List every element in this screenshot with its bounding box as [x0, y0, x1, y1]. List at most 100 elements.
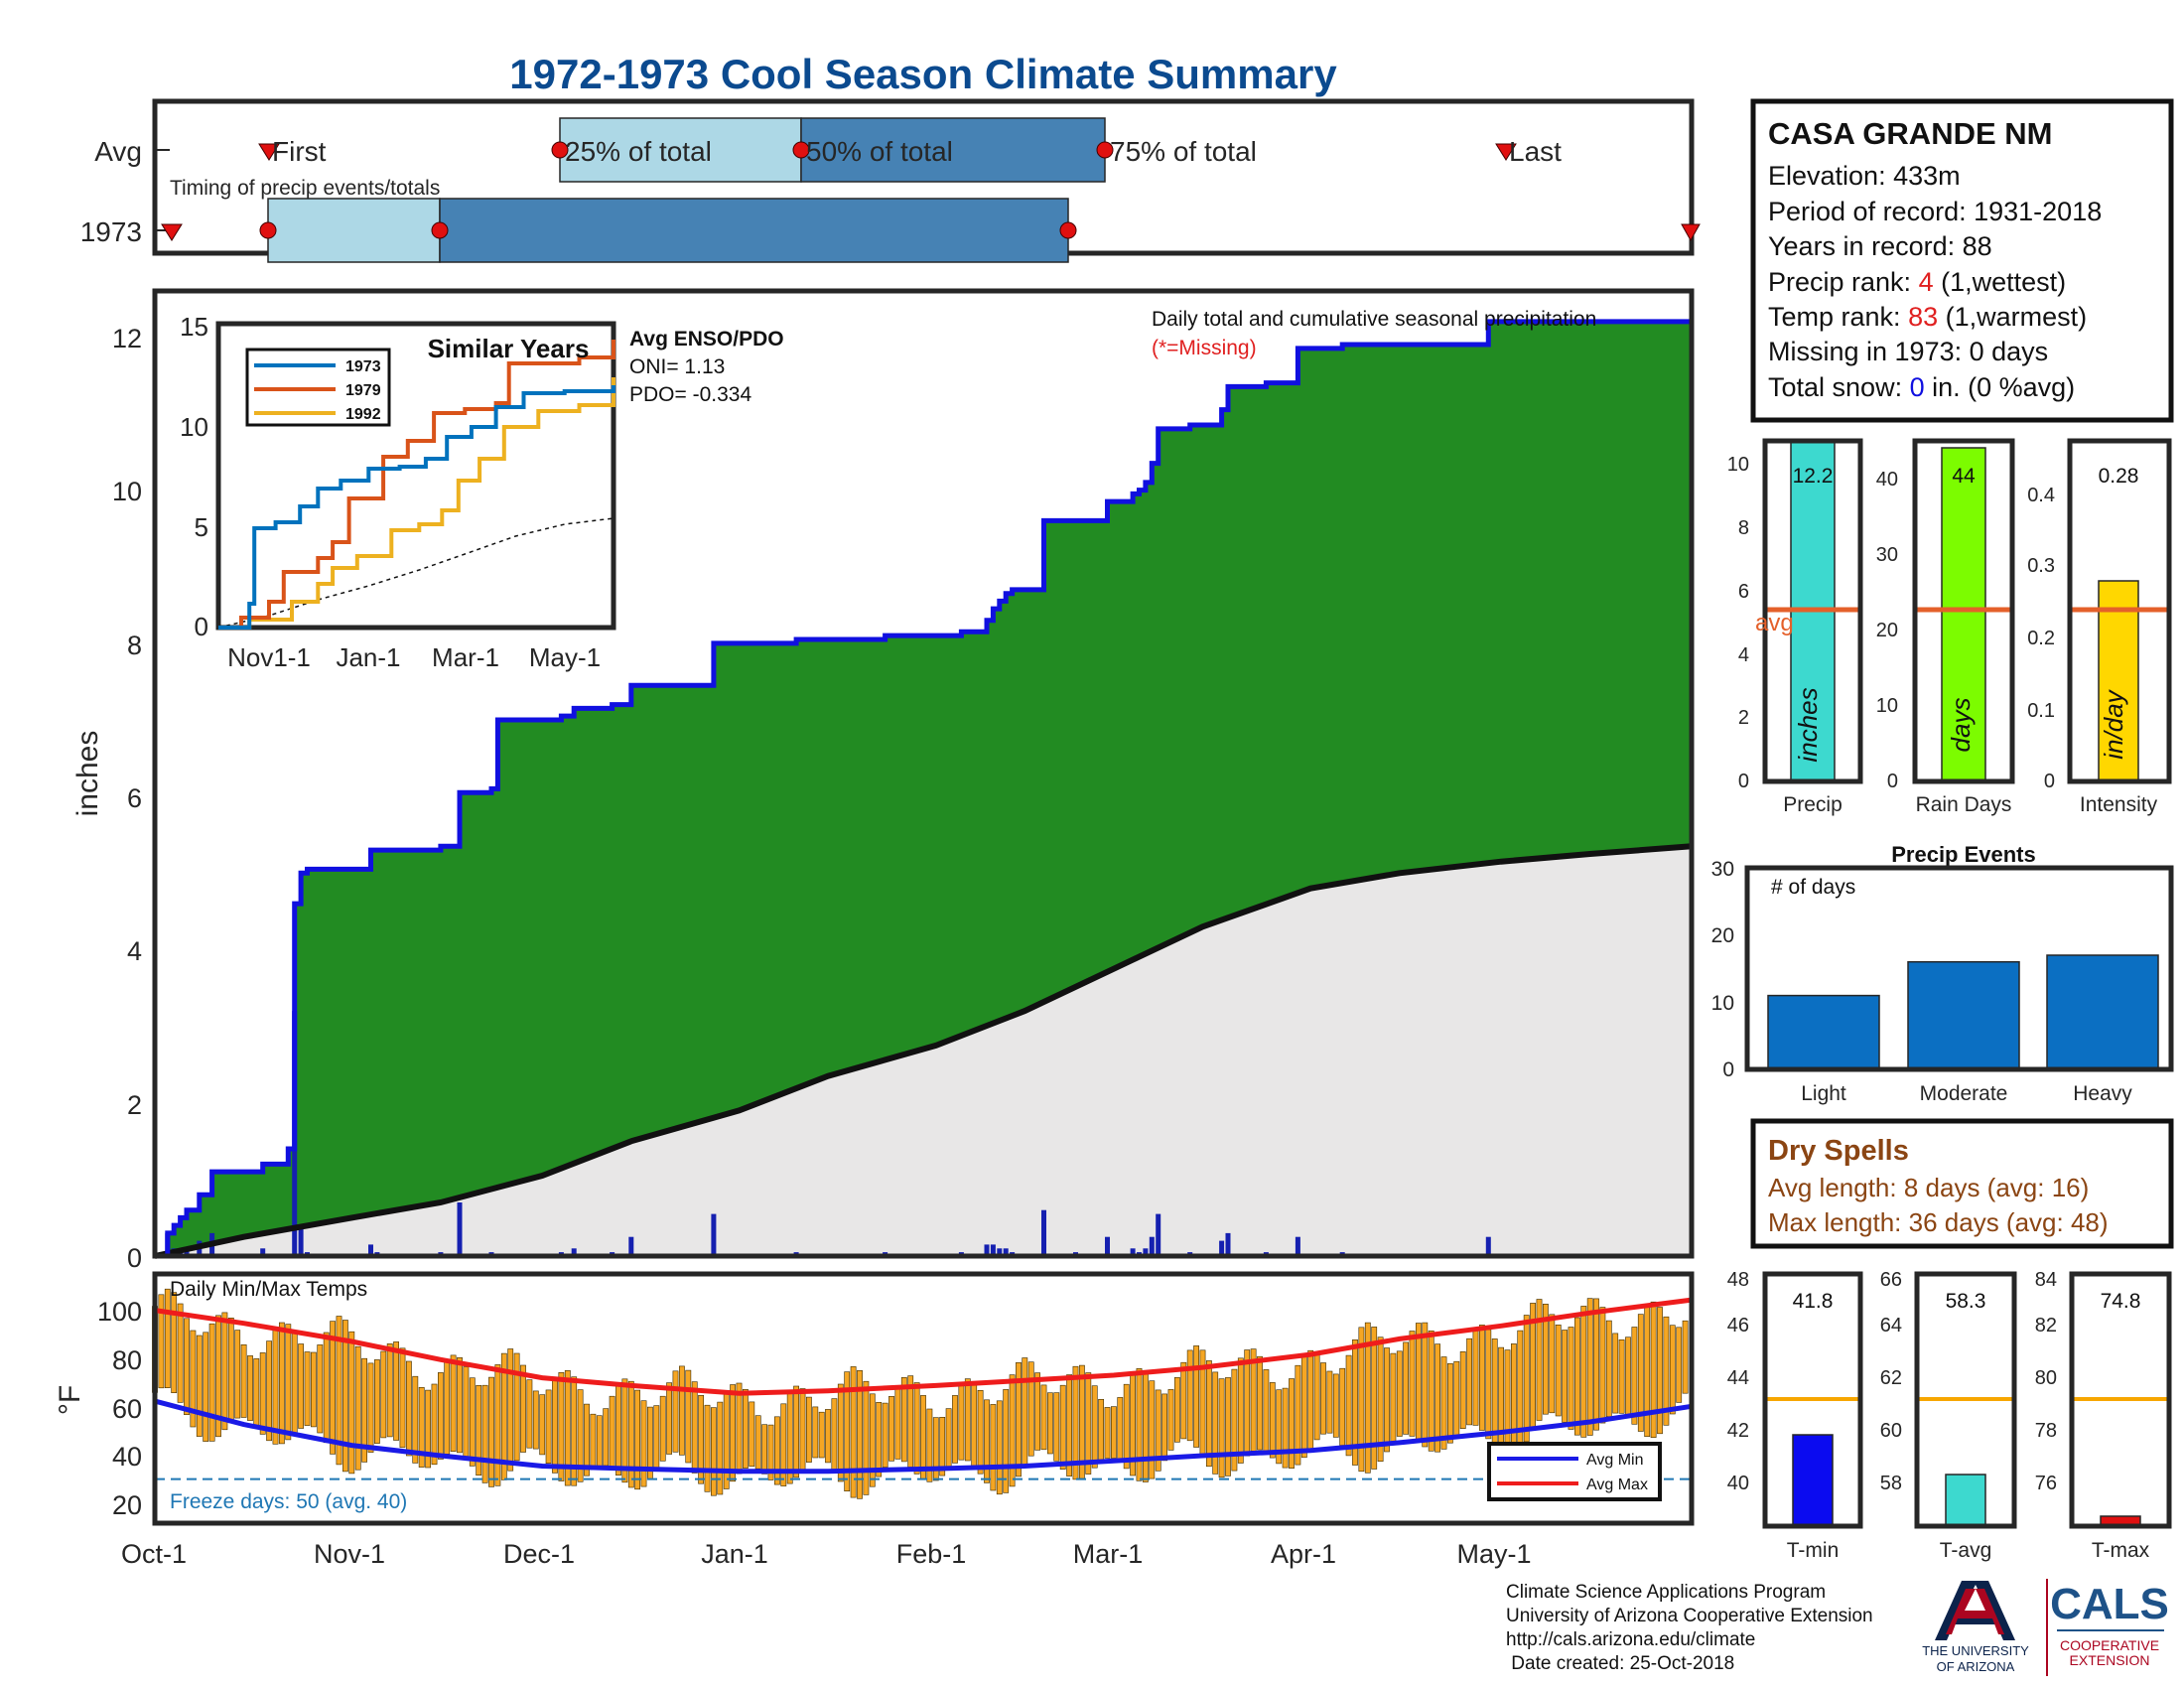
daily-temp-bar [609, 1395, 615, 1470]
daily-temp-bar [869, 1393, 876, 1487]
footer-url: http://cals.arizona.edu/climate [1506, 1629, 1755, 1650]
temp-summary-bars: 41.8 T-min 40 42 44 46 48 58.3 T-avg 58 … [1727, 1269, 2172, 1562]
timing-caption: Timing of precip events/totals [170, 177, 440, 200]
daily-temp-bar [1180, 1361, 1187, 1440]
daily-temp-bar [1663, 1316, 1670, 1426]
timing-row-1973: 1973 [80, 216, 142, 247]
temp-y-tick-100: 100 [97, 1297, 142, 1327]
daily-temp-bar [761, 1424, 767, 1475]
daily-temp-bar [405, 1360, 412, 1457]
similar-years-inset: Similar Years 1973 1979 1992 0 5 10 15 N… [180, 312, 616, 672]
daily-temp-bar [1440, 1356, 1447, 1450]
first-marker-icon [258, 143, 280, 161]
daily-temp-bar [1453, 1360, 1460, 1436]
y-tick-10: 10 [112, 477, 142, 506]
daily-temp-bar [971, 1381, 978, 1467]
dry-spells-title: Dry Spells [1768, 1135, 1909, 1167]
daily-temp-bar [577, 1389, 584, 1482]
daily-temp-bar [1682, 1320, 1689, 1394]
daily-temp-bar [736, 1382, 743, 1475]
daily-temp-bar [520, 1364, 526, 1453]
tmax-y-tick: 82 [2035, 1315, 2057, 1336]
inset-legend-1979: 1979 [345, 382, 381, 399]
precip-y-tick: 10 [1727, 454, 1749, 476]
daily-temp-bar [1599, 1307, 1606, 1424]
enso-title: Avg ENSO/PDO [629, 328, 784, 351]
daily-precip-bar [1225, 1232, 1231, 1256]
inset-y-tick-5: 5 [195, 512, 208, 542]
daily-temp-bar [526, 1379, 533, 1449]
daily-temp-bar [285, 1324, 292, 1441]
daily-temp-bar [1396, 1350, 1403, 1437]
timing-panel: Avg 1973 Timing of precip events/totals … [80, 98, 1701, 263]
avg-p25-label: 25% of total [565, 136, 712, 167]
daily-temp-bar [1485, 1329, 1492, 1440]
tavg-y-tick: 60 [1880, 1420, 1902, 1442]
event-bar-moderate [1907, 960, 2020, 1070]
daily-precip-bar [1143, 1248, 1149, 1256]
daily-temp-bar [532, 1390, 539, 1450]
daily-temp-bar [1466, 1337, 1472, 1426]
daily-temp-bar [984, 1399, 990, 1483]
daily-temp-bar [240, 1344, 247, 1418]
x-tick-jan: Jan-1 [701, 1539, 768, 1569]
daily-temp-bar [1085, 1372, 1092, 1475]
daily-temp-bar [882, 1402, 888, 1468]
tmin-label: T-min [1787, 1539, 1840, 1562]
daily-temp-bar [234, 1330, 241, 1419]
daily-temp-bar [1364, 1322, 1371, 1474]
daily-temp-bar [857, 1370, 863, 1499]
daily-temp-bar [1511, 1343, 1517, 1459]
tavg-y-tick: 62 [1880, 1367, 1902, 1389]
daily-temp-bar [564, 1370, 571, 1486]
raindays-y-tick: 20 [1876, 620, 1898, 641]
timing-row-avg: Avg [94, 136, 142, 167]
tmax-y-tick: 78 [2035, 1420, 2057, 1442]
temp-y-label: °F [54, 1385, 86, 1415]
daily-temp-bar [1650, 1301, 1657, 1438]
daily-temp-bar [1352, 1339, 1358, 1466]
raindays-y-tick: 10 [1876, 695, 1898, 717]
daily-temp-bar [837, 1383, 844, 1482]
daily-temp-bar [1104, 1407, 1111, 1459]
tmin-y-tick: 44 [1727, 1367, 1749, 1389]
daily-temp-bar [476, 1385, 482, 1477]
tmax-y-tick: 84 [2035, 1269, 2057, 1291]
daily-temp-bar [1428, 1331, 1434, 1452]
daily-temp-bar [723, 1392, 730, 1489]
daily-temp-bar [1155, 1389, 1161, 1472]
precip-summary-bars: 12.2 avg inches Precip 0 2 4 6 8 10 44 d… [1727, 438, 2172, 816]
daily-temp-bar [348, 1331, 355, 1475]
daily-precip-bar [1105, 1236, 1110, 1256]
daily-temp-bar [1186, 1349, 1193, 1442]
daily-temp-bar [310, 1351, 317, 1428]
inset-y-tick-0: 0 [195, 612, 208, 641]
precip-value: 12.2 [1793, 465, 1834, 488]
daily-temp-bar [1345, 1354, 1352, 1457]
daily-temp-bar [203, 1332, 209, 1442]
daily-temp-bar [888, 1396, 894, 1462]
daily-precip-bar [990, 1244, 996, 1256]
daily-temp-bar [1562, 1330, 1568, 1423]
station-info-box: CASA GRANDE NM Elevation: 433m Period of… [1750, 98, 2174, 423]
precip-avg-text: avg [1755, 610, 1794, 636]
daily-temp-bar [298, 1343, 304, 1429]
inset-legend-1992: 1992 [345, 406, 381, 423]
daily-temp-bar [1339, 1367, 1346, 1446]
daily-temp-bar [1098, 1399, 1104, 1463]
tavg-bar [1945, 1474, 1986, 1527]
daily-temp-bar [1416, 1323, 1422, 1442]
event-bars [1767, 954, 2159, 1070]
daily-temp-bar [539, 1394, 546, 1456]
cals-sub1: COOPERATIVE [2060, 1637, 2159, 1653]
daily-temp-bar [1580, 1306, 1587, 1438]
daily-temp-bar [1193, 1345, 1199, 1448]
daily-temp-bar [932, 1417, 939, 1481]
daily-temp-bar [1586, 1298, 1593, 1436]
intensity-y-tick: 0.1 [2027, 700, 2055, 722]
precip-label: Precip [1783, 793, 1843, 816]
daily-temp-bar [164, 1288, 171, 1388]
station-elevation: Elevation: 433m [1768, 161, 1961, 191]
x-tick-feb: Feb-1 [896, 1539, 967, 1569]
daily-precip-bar [260, 1248, 266, 1256]
